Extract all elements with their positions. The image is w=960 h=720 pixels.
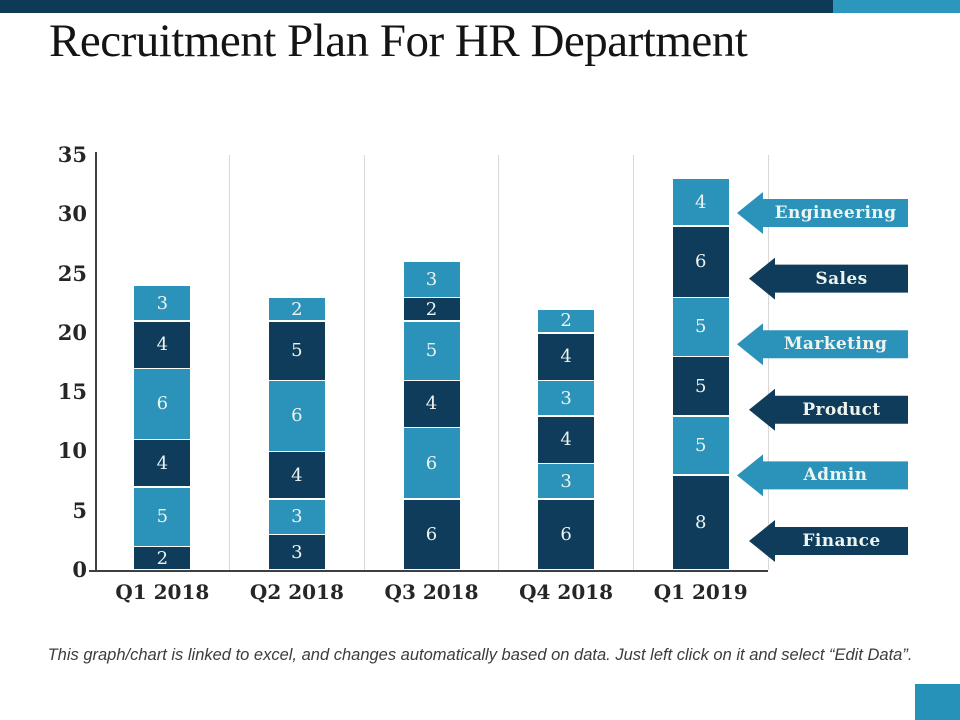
bar-segment-label: 3 [560, 470, 572, 492]
bar-segment-label: 6 [560, 523, 572, 545]
bar-segment-label: 3 [291, 506, 303, 528]
bar-segment-label: 6 [156, 393, 169, 415]
x-axis-category-label: Q1 2019 [653, 580, 748, 604]
bar-segment-label: 6 [291, 405, 303, 427]
gridline [767, 155, 769, 570]
bar-segment-finance: 3 [268, 535, 325, 570]
bar-segment-marketing: 5 [403, 321, 460, 380]
bar-segment-engineering: 3 [403, 262, 460, 297]
y-axis-tick-label: 15 [57, 379, 87, 405]
bar-segment-label: 4 [694, 191, 707, 213]
legend-arrow-product[interactable]: Product [749, 388, 908, 431]
bar-segment-product: 5 [672, 357, 729, 416]
bar-segment-label: 3 [291, 541, 303, 563]
y-axis-tick-label: 20 [57, 319, 87, 345]
bar-segment-label: 6 [425, 523, 438, 545]
bar-segment-marketing: 6 [268, 381, 325, 451]
bar-segment-label: 4 [156, 452, 169, 474]
bar-segment-label: 4 [291, 464, 303, 486]
legend-arrow-label: Finance [802, 531, 881, 551]
bar-segment-label: 5 [291, 340, 303, 362]
stacked-bar-chart[interactable]: 0 5 10 15 20 25 30 35 2 5 4 6 4 3 Q1 2018 3 3 4 6 5 2 Q2 2018… [0, 130, 960, 610]
bar-segment-label: 2 [156, 547, 169, 569]
bar-segment-finance: 8 [672, 475, 729, 570]
bar-segment-label: 5 [694, 375, 707, 397]
bar-segment-finance: 6 [403, 499, 460, 570]
bar-segment-admin: 5 [134, 487, 191, 546]
bar-segment-product: 4 [268, 452, 325, 499]
legend-arrow-label: Product [802, 399, 881, 420]
legend-arrow-admin[interactable]: Admin [737, 454, 908, 497]
legend-arrow-sales[interactable]: Sales [749, 257, 908, 300]
bar-segment-label: 5 [694, 434, 707, 456]
x-axis-line [89, 570, 768, 572]
legend-arrow-engineering[interactable]: Engineering [737, 192, 908, 234]
legend-arrow-label: Marketing [783, 334, 888, 355]
bar-segment-sales: 4 [538, 333, 595, 380]
bar-segment-product: 4 [134, 440, 191, 487]
bar-segment-label: 4 [560, 346, 572, 368]
bar-segment-sales: 5 [268, 321, 325, 380]
bar-segment-label: 3 [425, 268, 438, 290]
bar-segment-finance: 2 [134, 547, 191, 570]
bar-segment-engineering: 4 [672, 179, 729, 226]
bar-segment-product: 4 [538, 416, 595, 463]
bar-segment-finance: 6 [538, 499, 595, 570]
y-axis-tick-label: 5 [72, 497, 87, 523]
y-axis-tick-label: 25 [57, 260, 87, 286]
x-axis-category-label: Q3 2018 [384, 580, 479, 604]
bar-segment-label: 2 [425, 298, 438, 320]
bar-segment-admin: 3 [538, 464, 595, 499]
x-axis-category-label: Q1 2018 [115, 580, 210, 604]
footer-note: This graph/chart is linked to excel, and… [47, 646, 913, 664]
top-bar [0, 0, 833, 13]
gridline [229, 155, 231, 570]
gridline [632, 155, 634, 570]
y-axis-tick-label: 0 [72, 557, 87, 582]
bar-segment-sales: 2 [403, 298, 460, 321]
slide-title: Recruitment Plan For HR Department [49, 15, 748, 67]
bar-segment-engineering: 3 [134, 286, 191, 321]
bar-segment-product: 4 [403, 381, 460, 427]
legend-arrow-marketing[interactable]: Marketing [737, 323, 908, 366]
bar-segment-label: 2 [291, 298, 303, 320]
top-bar-accent [833, 0, 960, 13]
x-axis-category-label: Q2 2018 [249, 580, 344, 604]
corner-accent-square [915, 684, 960, 720]
bar-segment-sales: 4 [134, 321, 191, 368]
bar-segment-sales: 6 [672, 226, 729, 297]
bar-segment-label: 3 [156, 292, 169, 314]
legend-arrow-label: Sales [815, 268, 868, 289]
legend-arrow-label: Engineering [774, 203, 897, 223]
y-axis-tick-label: 30 [57, 201, 87, 227]
bar-segment-label: 6 [694, 251, 707, 273]
legend-arrow-finance[interactable]: Finance [749, 520, 908, 562]
bar-segment-label: 4 [156, 334, 169, 356]
bar-segment-engineering: 2 [538, 309, 595, 333]
gridline [498, 155, 500, 570]
bar-segment-label: 5 [425, 340, 438, 362]
bar-segment-admin: 5 [672, 416, 729, 475]
legend-arrow-label: Admin [803, 465, 868, 486]
bar-segment-label: 4 [560, 429, 572, 451]
bar-segment-label: 2 [560, 310, 572, 332]
bar-segment-label: 6 [425, 452, 438, 474]
bar-segment-label: 4 [425, 393, 438, 415]
y-axis-tick-label: 10 [57, 438, 87, 464]
bar-segment-marketing: 3 [538, 381, 595, 416]
bar-segment-marketing: 5 [672, 298, 729, 356]
bar-segment-label: 5 [156, 506, 169, 528]
bar-segment-marketing: 6 [134, 369, 191, 439]
bar-segment-admin: 3 [268, 499, 325, 534]
gridline [363, 155, 365, 570]
bar-segment-engineering: 2 [268, 298, 325, 321]
bar-segment-admin: 6 [403, 428, 460, 499]
y-axis-line [95, 152, 97, 570]
bar-segment-label: 8 [694, 512, 707, 534]
x-axis-category-label: Q4 2018 [519, 580, 614, 604]
bar-segment-label: 5 [694, 316, 707, 338]
bar-segment-label: 3 [560, 387, 572, 409]
y-axis-tick-label: 35 [57, 142, 87, 167]
